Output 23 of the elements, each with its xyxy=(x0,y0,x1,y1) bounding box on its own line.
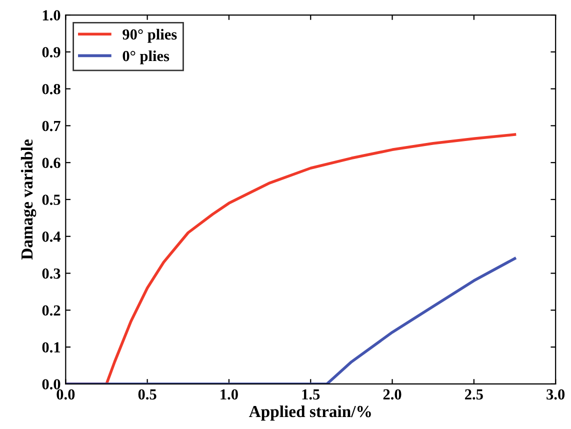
x-tick-label: 2.5 xyxy=(465,389,483,400)
y-tick-label: 0.4 xyxy=(42,232,61,242)
line-series xyxy=(66,257,516,384)
x-tick-label: 0.0 xyxy=(56,389,75,400)
y-tick-label: 0.6 xyxy=(42,158,60,168)
y-tick-label: 0.8 xyxy=(42,84,60,94)
x-tick-label: 3.0 xyxy=(546,389,565,400)
y-axis-title: Damage variable xyxy=(20,140,36,260)
x-axis-title: Applied strain/% xyxy=(248,405,371,421)
y-tick-label: 0.7 xyxy=(42,120,60,132)
x-tick-label: 0.5 xyxy=(138,389,156,400)
y-tick-label: 0.1 xyxy=(42,342,60,353)
y-tick-label: 1.0 xyxy=(42,10,60,21)
y-tick-label: 0.2 xyxy=(42,305,60,316)
legend-label: 90° plies xyxy=(122,28,177,43)
x-tick-label: 2.0 xyxy=(383,389,402,400)
y-tick-label: 0.3 xyxy=(42,268,60,279)
y-tick-label: 0.9 xyxy=(42,47,60,58)
y-tick-label: 0.5 xyxy=(42,194,60,206)
y-tick-label: 0.0 xyxy=(42,379,60,390)
legend-label: 0° plies xyxy=(122,50,170,64)
x-tick-label: 1.0 xyxy=(220,389,238,400)
x-tick-label: 1.5 xyxy=(302,389,320,400)
